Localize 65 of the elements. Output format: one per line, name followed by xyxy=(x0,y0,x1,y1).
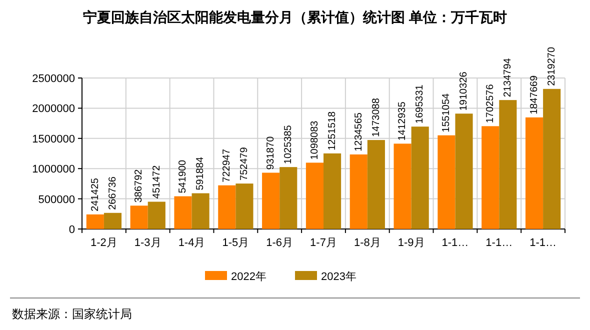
bar xyxy=(130,206,148,229)
bar xyxy=(482,126,500,229)
data-label: 1695331 xyxy=(414,84,426,124)
data-label: 931870 xyxy=(265,136,276,170)
data-label: 2134794 xyxy=(502,58,514,98)
bar xyxy=(148,202,166,229)
x-tick-label: 1-7月 xyxy=(310,237,337,249)
y-tick-label: 2000000 xyxy=(32,103,75,116)
x-tick-label: 1-2月 xyxy=(90,237,118,249)
data-label: 1251518 xyxy=(326,111,338,150)
data-label: 722947 xyxy=(222,148,233,182)
title: 宁夏回族自治区太阳能发电量分月（累计值）统计图 单位：万千瓦时 xyxy=(83,9,507,25)
data-label: 1847669 xyxy=(528,75,540,114)
data-label: 591884 xyxy=(195,156,206,190)
x-tick-label: 1-5月 xyxy=(222,237,250,249)
data-label: 1234565 xyxy=(353,112,364,152)
data-label: 1910326 xyxy=(458,71,470,111)
x-tick-label: 1-1… xyxy=(530,237,556,249)
bar xyxy=(367,140,385,229)
source-note: 数据来源：国家统计局 xyxy=(12,307,132,321)
bar xyxy=(280,167,298,229)
y-tick-label: 1000000 xyxy=(32,164,75,176)
y-tick-label: 1500000 xyxy=(32,133,75,146)
bar xyxy=(192,193,210,229)
data-label: 1098083 xyxy=(309,120,320,160)
bar xyxy=(438,135,456,229)
data-label: 1473088 xyxy=(370,98,382,138)
x-tick-label: 1-8月 xyxy=(354,237,381,249)
x-tick-label: 1-3月 xyxy=(134,237,162,249)
data-label: 752479 xyxy=(239,146,250,181)
bar xyxy=(86,214,104,229)
data-label: 1025385 xyxy=(283,124,294,164)
bar xyxy=(324,153,342,229)
x-tick-label: 1-1… xyxy=(486,237,513,249)
bar xyxy=(236,184,254,229)
legend-label: 2022年 xyxy=(231,271,266,283)
data-label: 266736 xyxy=(107,176,118,210)
bar xyxy=(306,162,324,229)
bar xyxy=(499,100,517,229)
bar xyxy=(543,88,561,229)
data-label: 451472 xyxy=(151,164,162,199)
data-label: 386792 xyxy=(134,168,145,203)
data-label: 1702576 xyxy=(484,84,496,124)
x-tick-label: 1-4月 xyxy=(178,237,206,249)
x-tick-label: 1-1… xyxy=(442,237,469,249)
data-label: 241425 xyxy=(90,178,101,212)
bar xyxy=(350,154,368,229)
bar xyxy=(525,117,544,229)
data-label: 541900 xyxy=(178,159,189,194)
data-label: 2319270 xyxy=(546,46,558,86)
y-tick-label: 2500000 xyxy=(32,73,75,85)
bar xyxy=(104,212,122,229)
y-tick-label: 500000 xyxy=(38,194,75,206)
legend-label: 2023年 xyxy=(321,271,356,283)
bar xyxy=(262,172,280,229)
data-label: 1412935 xyxy=(397,101,408,141)
bar xyxy=(174,196,192,229)
bar xyxy=(218,185,236,229)
y-tick-label: 0 xyxy=(68,224,75,236)
data-label: 1551054 xyxy=(441,92,452,132)
x-tick-label: 1-9月 xyxy=(398,237,425,249)
bar xyxy=(394,144,412,229)
bar xyxy=(455,114,473,229)
bar xyxy=(411,126,429,229)
x-tick-label: 1-6月 xyxy=(266,237,294,249)
